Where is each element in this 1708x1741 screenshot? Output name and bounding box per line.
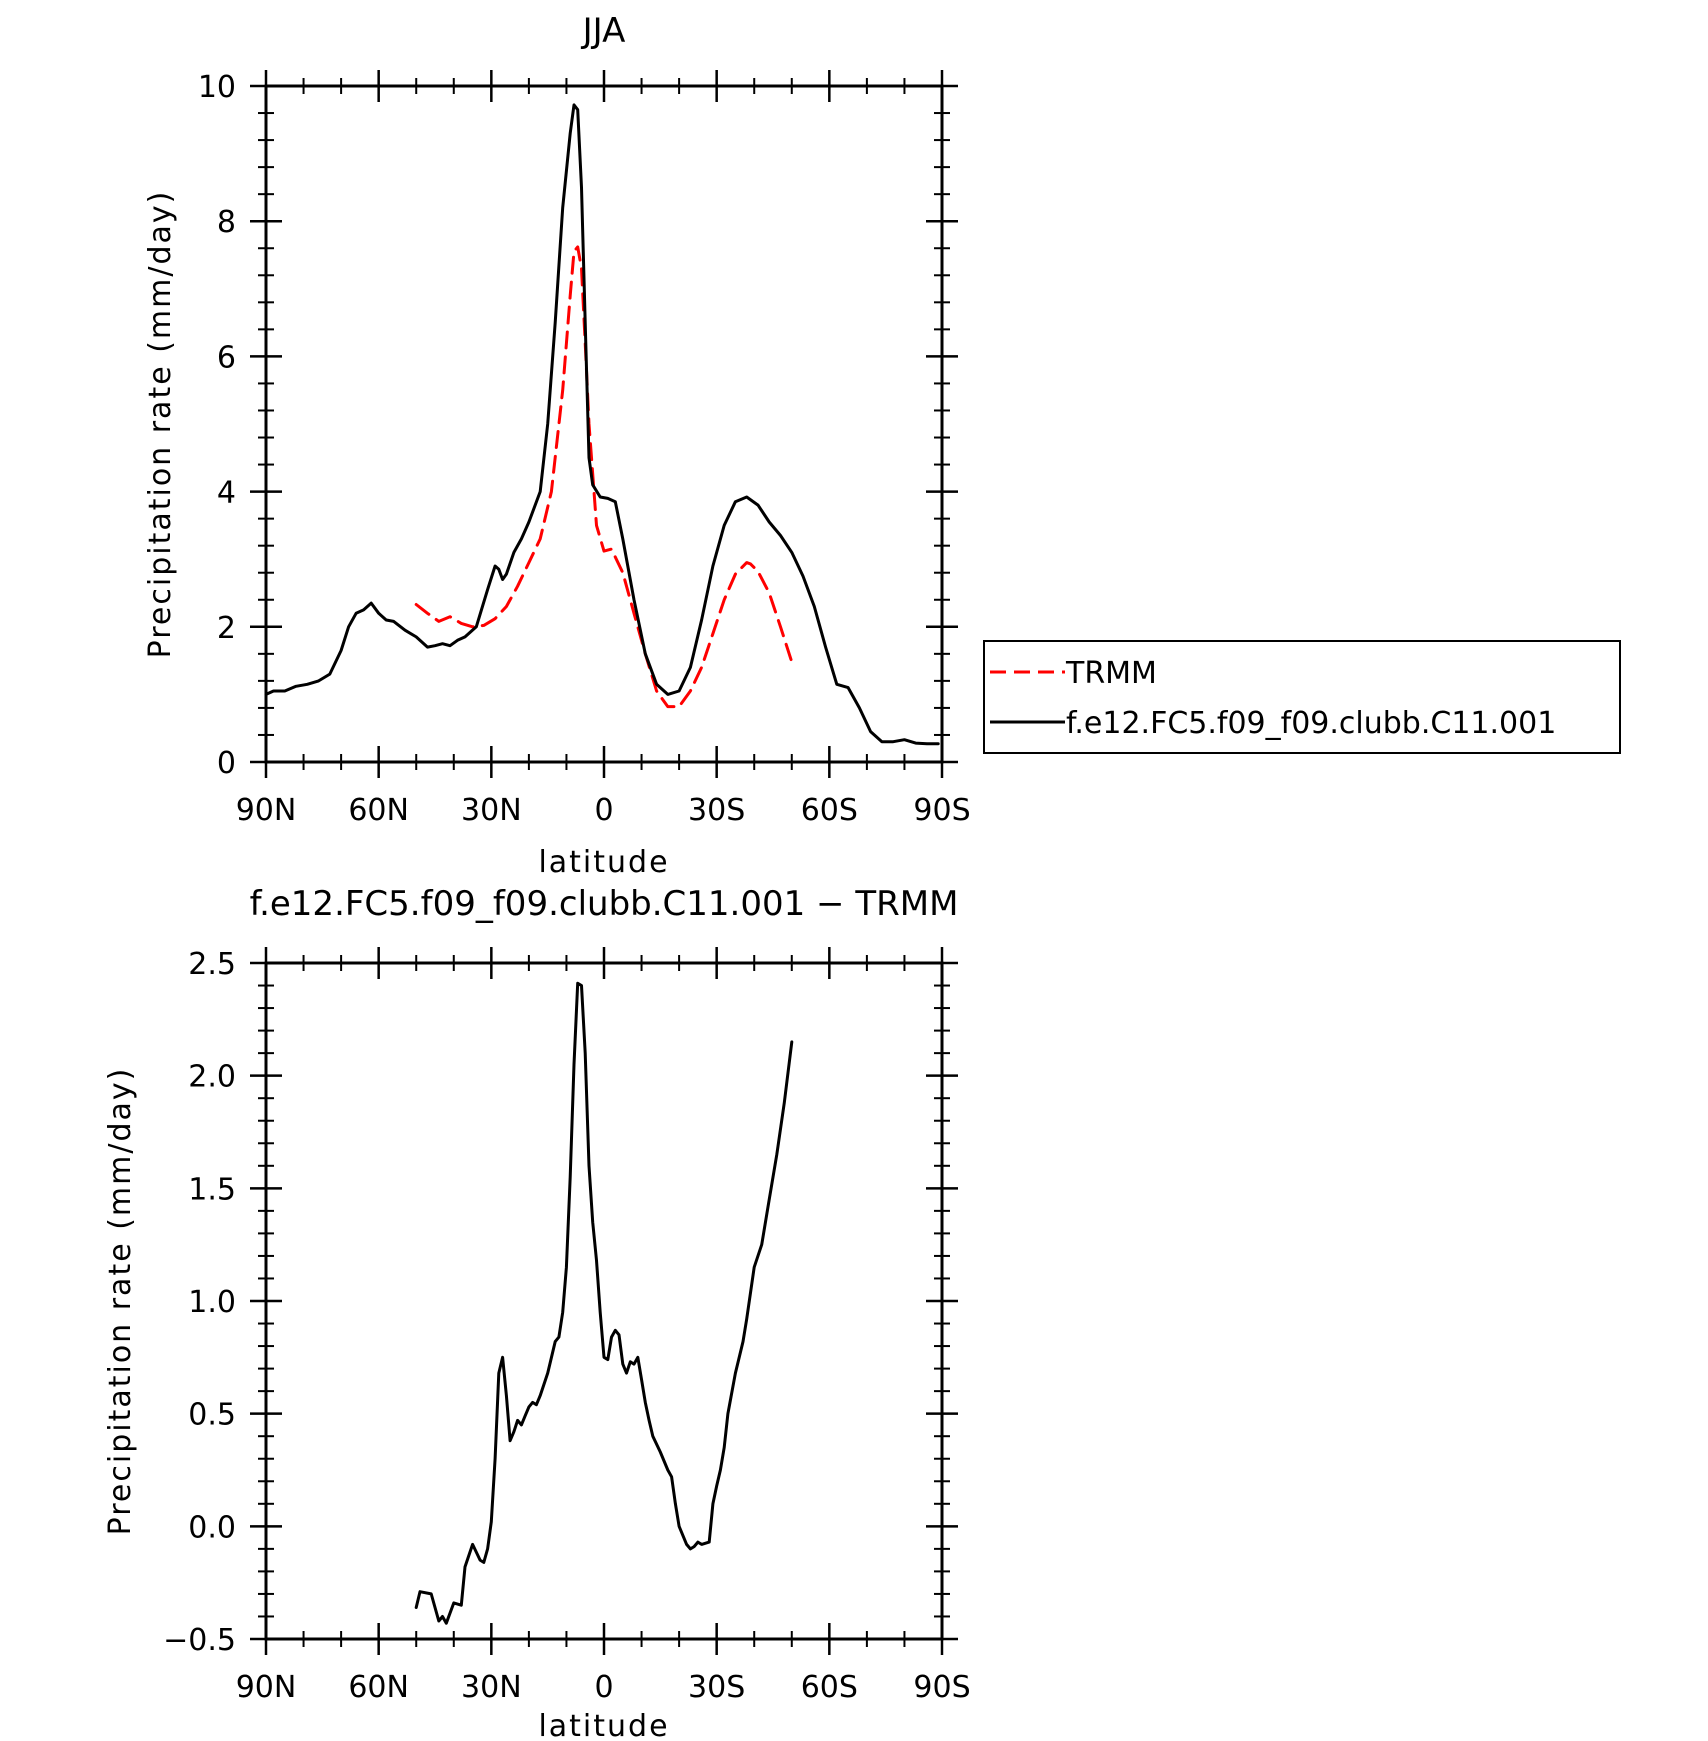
x-tick-label: 60N: [348, 793, 409, 828]
chart-bottom: f.e12.FC5.f09_f09.clubb.C11.001 − TRMM 9…: [103, 884, 971, 1741]
x-tick-label: 0: [594, 793, 613, 828]
y-tick-label: 2.5: [188, 947, 236, 982]
y-tick-label: −0.5: [163, 1623, 236, 1658]
y-tick-label: 4: [217, 476, 236, 511]
x-axis-label: latitude: [538, 1709, 669, 1741]
y-tick-label: 8: [217, 205, 236, 240]
legend: TRMM f.e12.FC5.f09_f09.clubb.C11.001: [983, 640, 1621, 754]
series-group: [264, 103, 940, 746]
x-tick-labels: 90N 60N 30N 0 30S 60S 90S: [236, 793, 971, 828]
series-group: [414, 981, 794, 1625]
y-tick-label: 10: [198, 70, 236, 105]
legend-box: [983, 640, 1621, 754]
y-axis-label: Precipitation rate (mm/day): [143, 190, 178, 659]
x-tick-label: 90N: [236, 793, 297, 828]
x-tick-label: 60S: [801, 793, 858, 828]
y-tick-label: 2: [217, 611, 236, 646]
plot-frame: [264, 961, 944, 1641]
chart-top: JJA 90N 60N 30N 0 30S 60S 90S 0 2 4 6 8 10 latitude…: [143, 11, 971, 880]
y-tick-label: 6: [217, 340, 236, 375]
y-tick-labels: −0.5 0.0 0.5 1.0 1.5 2.0 2.5: [163, 947, 236, 1658]
x-axis-label: latitude: [538, 845, 669, 880]
x-tick-label: 60N: [348, 1670, 409, 1705]
series-line-model: [264, 103, 940, 746]
axis-ticks: [250, 70, 958, 778]
x-tick-labels: 90N 60N 30N 0 30S 60S 90S: [236, 1670, 971, 1705]
x-tick-label: 30S: [688, 1670, 745, 1705]
x-tick-label: 30N: [461, 793, 522, 828]
x-tick-label: 90S: [913, 1670, 970, 1705]
x-tick-label: 60S: [801, 1670, 858, 1705]
plot-frame: [264, 84, 944, 764]
x-tick-label: 0: [594, 1670, 613, 1705]
y-tick-labels: 0 2 4 6 8 10: [198, 70, 236, 781]
axis-ticks: [250, 947, 958, 1655]
x-tick-label: 90S: [913, 793, 970, 828]
series-line-difference: [414, 981, 794, 1625]
y-tick-label: 0: [217, 746, 236, 781]
series-line-trmm: [414, 245, 794, 709]
x-tick-label: 30S: [688, 793, 745, 828]
y-axis-label: Precipitation rate (mm/day): [103, 1067, 138, 1536]
chart-title: f.e12.FC5.f09_f09.clubb.C11.001 − TRMM: [250, 884, 959, 924]
chart-title: JJA: [581, 11, 626, 51]
x-tick-label: 90N: [236, 1670, 297, 1705]
y-tick-label: 0.5: [188, 1398, 236, 1433]
y-tick-label: 1.0: [188, 1285, 236, 1320]
y-tick-label: 1.5: [188, 1172, 236, 1207]
y-tick-label: 2.0: [188, 1060, 236, 1095]
legend-label-model: f.e12.FC5.f09_f09.clubb.C11.001: [1066, 706, 1556, 741]
x-tick-label: 30N: [461, 1670, 522, 1705]
legend-label-trmm: TRMM: [1065, 656, 1157, 691]
y-tick-label: 0.0: [188, 1510, 236, 1545]
